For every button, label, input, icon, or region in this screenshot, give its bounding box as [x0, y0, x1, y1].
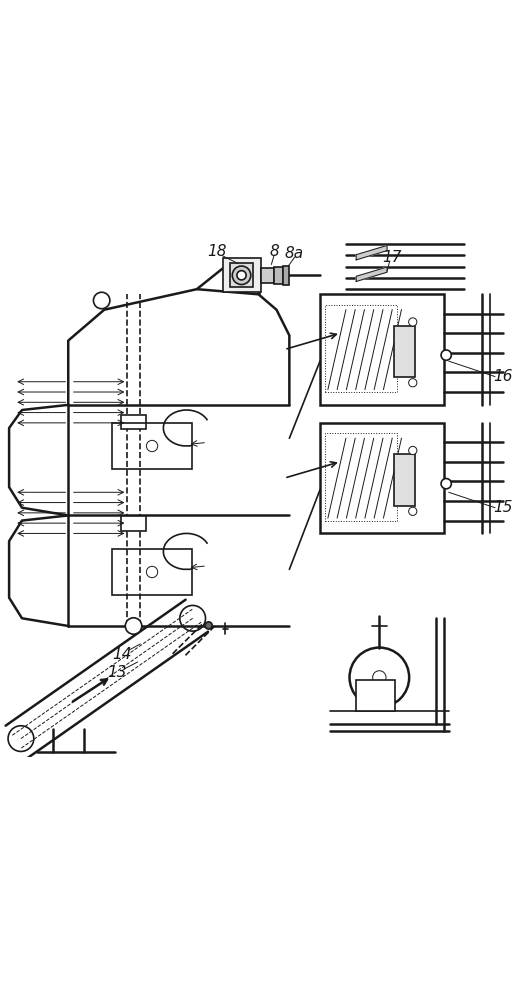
Text: 18: 18	[208, 244, 227, 259]
Text: 14: 14	[113, 647, 132, 662]
Bar	[325, 433, 397, 521]
Bar	[320, 294, 444, 405]
Text: 8: 8	[269, 244, 279, 259]
Bar	[112, 423, 192, 469]
Bar	[320, 423, 444, 533]
Bar	[274, 267, 283, 284]
Circle shape	[349, 648, 409, 707]
Circle shape	[8, 726, 34, 751]
Bar	[325, 305, 397, 392]
Bar	[112, 549, 192, 595]
Circle shape	[408, 507, 417, 515]
Circle shape	[441, 479, 451, 489]
Circle shape	[205, 622, 212, 629]
Bar	[121, 415, 146, 429]
Circle shape	[441, 350, 451, 360]
Bar	[394, 326, 415, 377]
Circle shape	[232, 266, 251, 285]
Polygon shape	[356, 245, 387, 260]
Circle shape	[146, 440, 158, 452]
Circle shape	[408, 379, 417, 387]
Text: 16: 16	[493, 369, 512, 384]
Polygon shape	[356, 267, 387, 281]
Text: 13: 13	[108, 665, 127, 680]
Text: 8a: 8a	[285, 246, 304, 261]
Bar	[261, 268, 274, 283]
Circle shape	[408, 318, 417, 326]
Bar	[356, 680, 395, 711]
Circle shape	[125, 618, 142, 634]
Bar	[394, 454, 415, 506]
Text: 15: 15	[493, 500, 512, 515]
Circle shape	[180, 605, 206, 631]
Circle shape	[94, 292, 110, 309]
Polygon shape	[68, 289, 290, 405]
Polygon shape	[9, 515, 68, 626]
Circle shape	[373, 671, 386, 684]
Bar	[283, 266, 290, 285]
Polygon shape	[356, 224, 387, 238]
Bar	[121, 516, 146, 531]
Polygon shape	[9, 405, 68, 515]
Text: 17: 17	[383, 250, 402, 265]
Bar	[222, 258, 261, 292]
Bar	[230, 263, 253, 287]
Circle shape	[408, 446, 417, 455]
Circle shape	[237, 271, 246, 280]
Circle shape	[146, 566, 158, 578]
